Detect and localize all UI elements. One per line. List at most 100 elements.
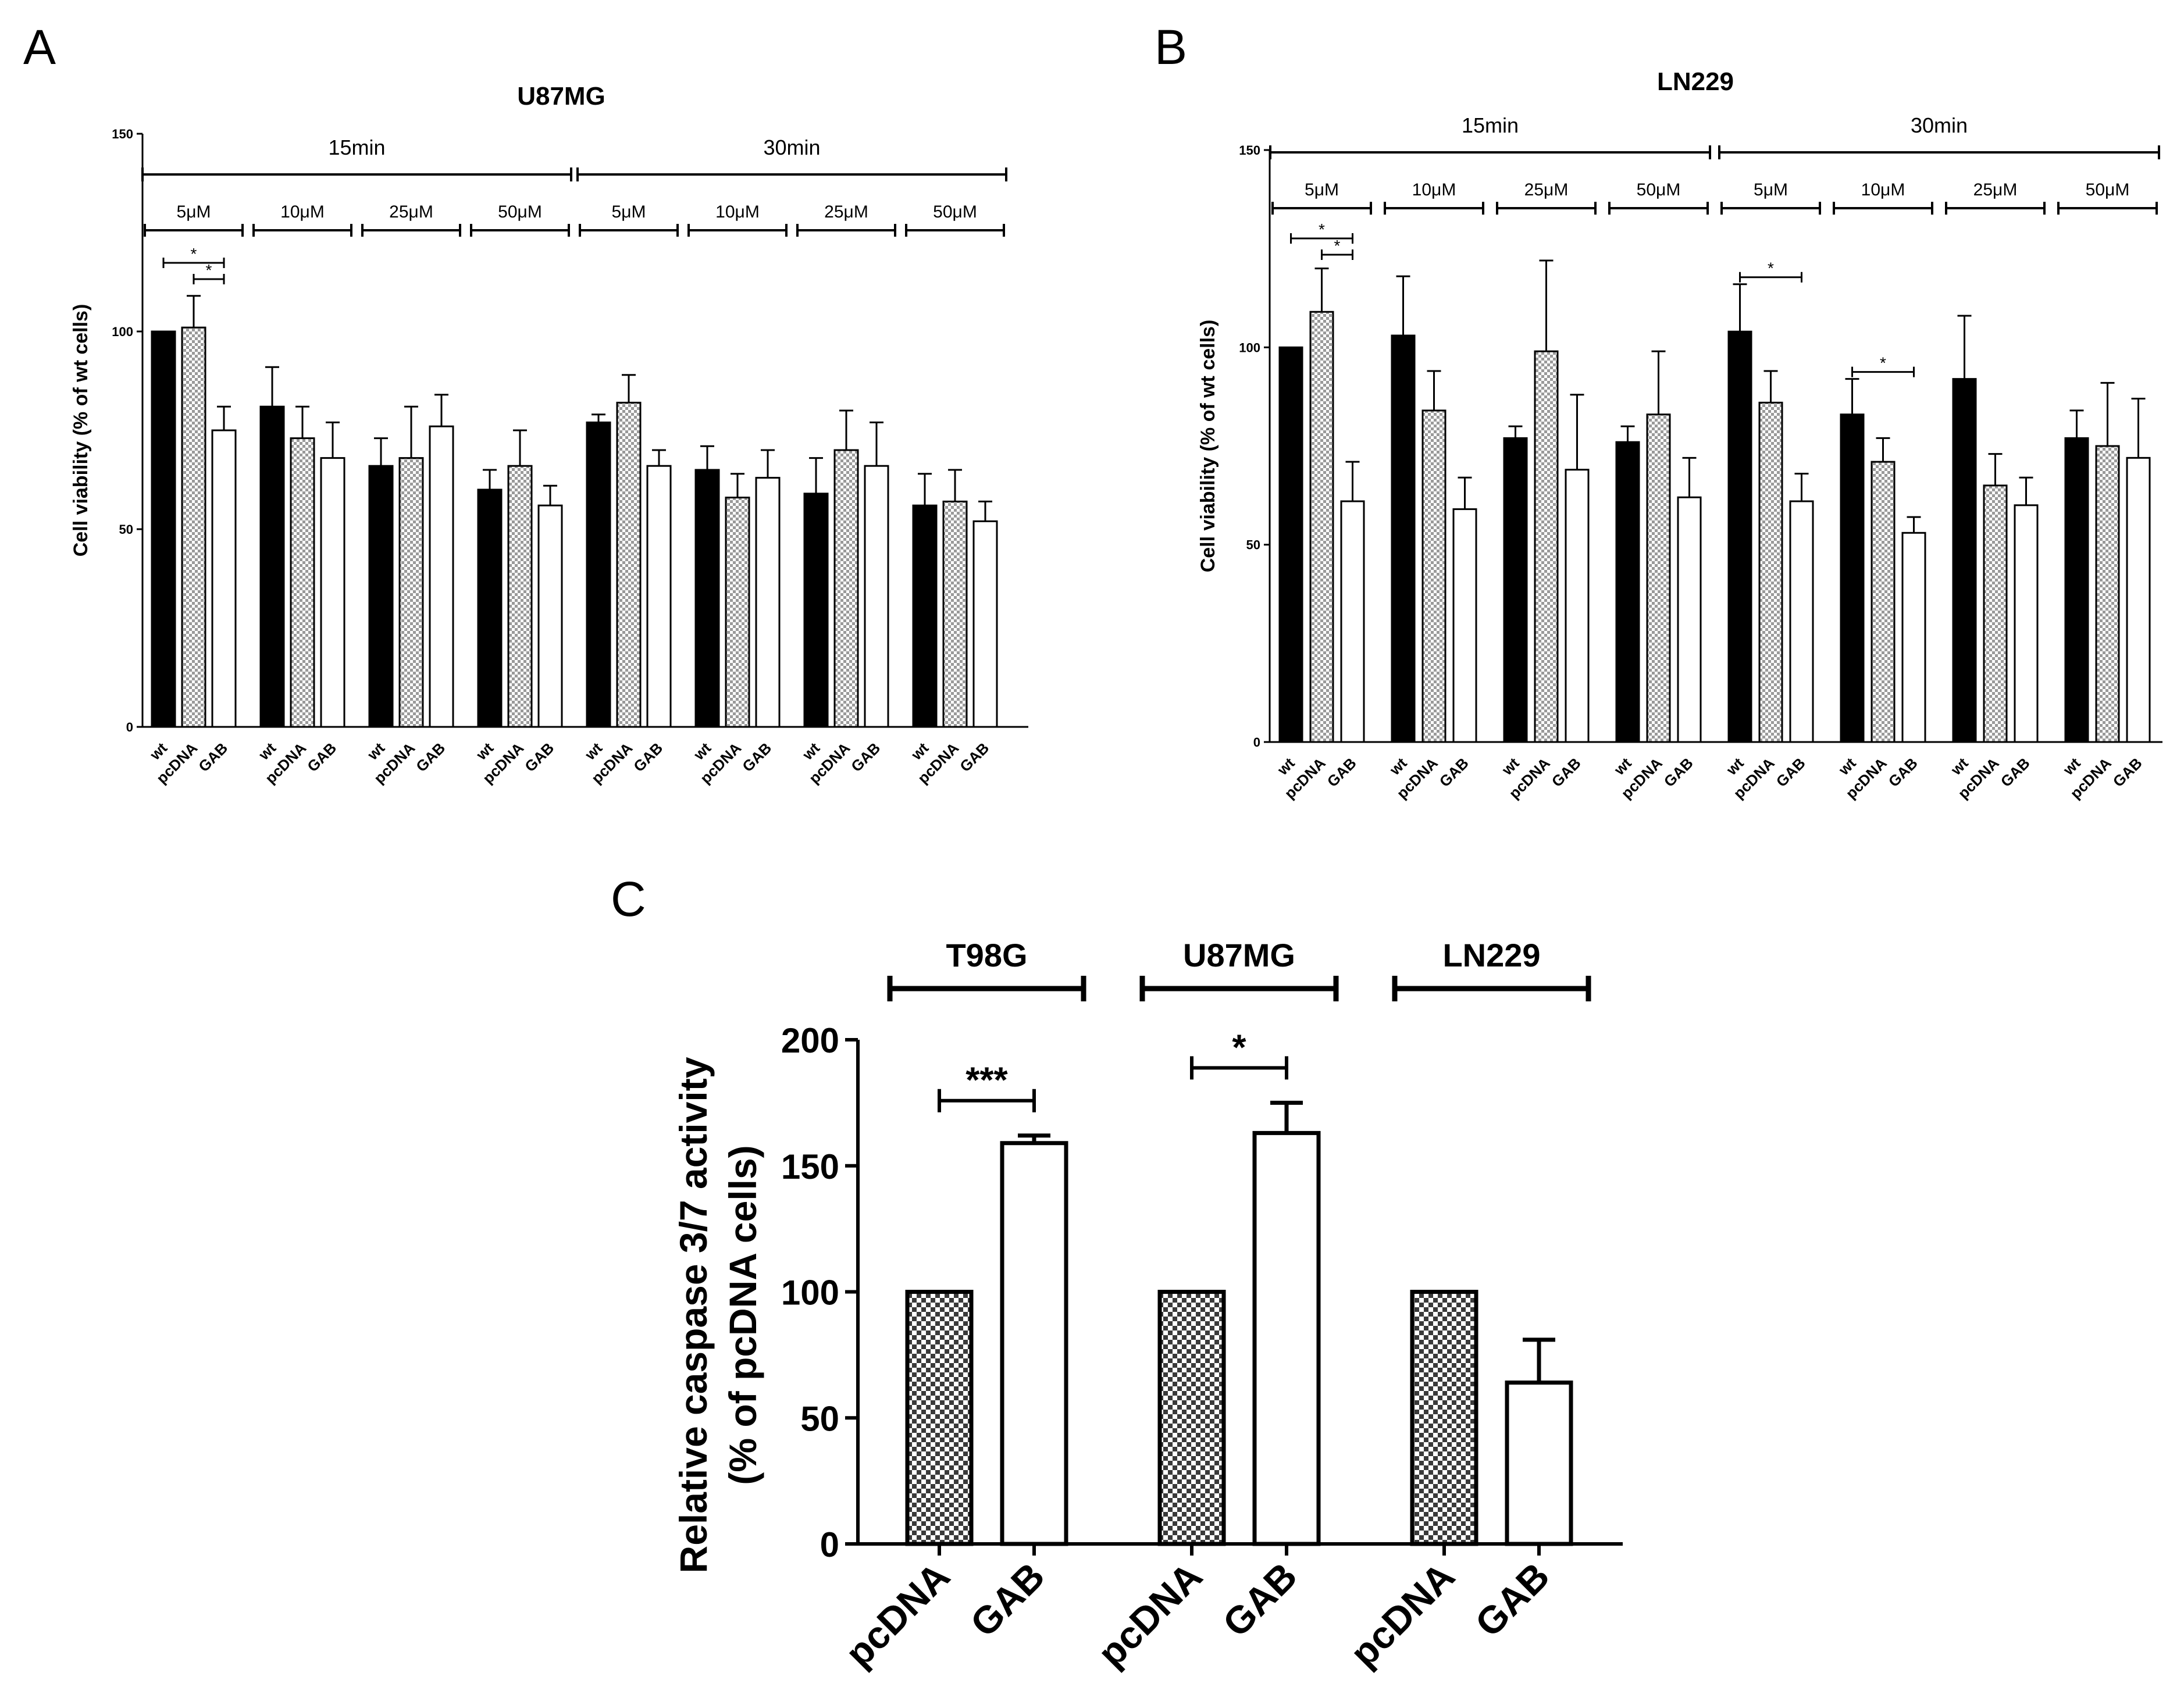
bar xyxy=(1503,437,1528,743)
concentration-label: 25μM xyxy=(1973,180,2018,199)
concentration-bracket xyxy=(2057,202,2158,215)
x-tick-label: GAB xyxy=(521,739,557,775)
error-bar xyxy=(187,295,201,328)
bar xyxy=(755,477,781,728)
error-bar xyxy=(434,394,448,427)
bar xyxy=(864,465,889,728)
cell-line-label: U87MG xyxy=(1183,937,1295,973)
concentration-bracket xyxy=(905,224,1005,237)
concentration-label: 5μM xyxy=(612,202,646,222)
bar xyxy=(320,457,345,728)
bar xyxy=(368,465,394,728)
bar xyxy=(2014,504,2039,743)
bar xyxy=(151,330,176,728)
significance-bracket xyxy=(193,274,225,284)
bar xyxy=(725,497,750,728)
time-bracket xyxy=(576,167,1007,181)
error-bar xyxy=(700,445,714,470)
y-axis-label: Relative caspase 3/7 activity xyxy=(672,1057,715,1573)
error-bar xyxy=(622,374,636,403)
time-bracket xyxy=(141,167,572,181)
x-tick-label: GAB xyxy=(1548,754,1584,790)
bar xyxy=(1615,441,1640,743)
error-bar xyxy=(2069,409,2084,438)
bar xyxy=(1505,1381,1573,1546)
error-bar xyxy=(1314,267,1329,312)
error-bar xyxy=(2131,398,2146,458)
significance-bracket xyxy=(1190,1056,1288,1080)
x-tick-label: GAB xyxy=(2110,754,2146,790)
error-bar xyxy=(1845,378,1859,415)
error-bar xyxy=(404,405,418,458)
x-tick-label: pcDNA xyxy=(1342,1554,1463,1675)
error-bar xyxy=(1396,275,1410,336)
significance-marker: * xyxy=(1768,259,1774,277)
x-tick-label: GAB xyxy=(304,739,340,775)
x-tick-label: wt xyxy=(1385,754,1410,779)
y-tick-label: 0 xyxy=(820,1525,839,1564)
concentration-label: 25μM xyxy=(1524,180,1569,199)
time-label: 15min xyxy=(328,135,385,159)
x-tick-label: wt xyxy=(1273,754,1298,779)
concentration-bracket xyxy=(1271,202,1372,215)
x-tick-label: GAB xyxy=(412,739,448,775)
error-bar xyxy=(1508,425,1523,438)
time-bracket xyxy=(1269,145,1711,159)
bar xyxy=(429,425,454,728)
bar xyxy=(2126,456,2151,743)
x-tick-label: GAB xyxy=(630,739,666,775)
bar xyxy=(259,405,285,728)
x-tick-label: wt xyxy=(1498,754,1523,779)
x-tick-label: GAB xyxy=(1661,754,1697,790)
bar xyxy=(1309,311,1334,743)
x-tick-label: wt xyxy=(1834,754,1859,779)
concentration-label: 50μM xyxy=(933,202,977,222)
error-bar xyxy=(1570,394,1584,470)
error-bar xyxy=(1270,1100,1303,1133)
x-tick-label: wt xyxy=(2059,754,2084,779)
concentration-bracket xyxy=(1608,202,1709,215)
error-bar xyxy=(483,469,497,490)
x-tick-label: GAB xyxy=(847,739,883,775)
significance-marker: * xyxy=(206,261,212,279)
bar xyxy=(1871,461,1896,743)
concentration-label: 25μM xyxy=(389,202,433,222)
concentration-label: 5μM xyxy=(1305,180,1339,199)
cell-line-label: LN229 xyxy=(1442,937,1540,973)
y-axis-label: Cell viability (% of wt cells) xyxy=(70,304,92,557)
bar xyxy=(1901,532,1926,743)
bar xyxy=(912,504,938,728)
y-tick-label: 50 xyxy=(800,1399,839,1438)
bar xyxy=(1952,378,1977,743)
significance-bracket xyxy=(1290,233,1353,244)
x-tick-label: GAB xyxy=(962,1554,1053,1645)
x-tick-label: GAB xyxy=(739,739,775,775)
x-tick-label: GAB xyxy=(1997,754,2033,790)
error-bar xyxy=(1427,370,1441,411)
bar xyxy=(905,1290,974,1546)
chart-panel-a: U87MG 0 50 100 150 Cell viability (% of wt ce… xyxy=(70,82,1028,787)
panel-label-b: B xyxy=(1155,20,1187,74)
y-tick-label: 150 xyxy=(112,127,133,141)
error-bar xyxy=(265,366,279,407)
x-tick-label: GAB xyxy=(1467,1554,1558,1645)
y-tick-label: 100 xyxy=(112,324,133,339)
bar xyxy=(290,437,315,728)
error-bar xyxy=(948,469,962,502)
x-tick-label: pcDNA xyxy=(837,1554,958,1675)
y-axis-label-line-2: (% of pcDNA cells) xyxy=(721,1145,764,1485)
x-tick-label: wt xyxy=(1722,754,1747,779)
error-bar xyxy=(839,409,853,450)
y-tick-label: 150 xyxy=(1239,143,1260,158)
significance-marker: * xyxy=(1319,220,1325,238)
error-bar xyxy=(1345,461,1360,502)
error-bar xyxy=(1682,456,1697,498)
concentration-label: 50μM xyxy=(498,202,542,222)
x-tick-label: GAB xyxy=(1214,1554,1305,1645)
error-bar xyxy=(870,421,883,466)
y-tick-label: 200 xyxy=(781,1021,839,1060)
x-tick-label: wt xyxy=(1610,754,1635,779)
x-tick-label: pcDNA xyxy=(1089,1554,1210,1675)
chart-panel-b: LN229 0 50 100 150 Cell viability (% of wt ce… xyxy=(1197,67,2162,802)
error-bar xyxy=(374,437,388,466)
